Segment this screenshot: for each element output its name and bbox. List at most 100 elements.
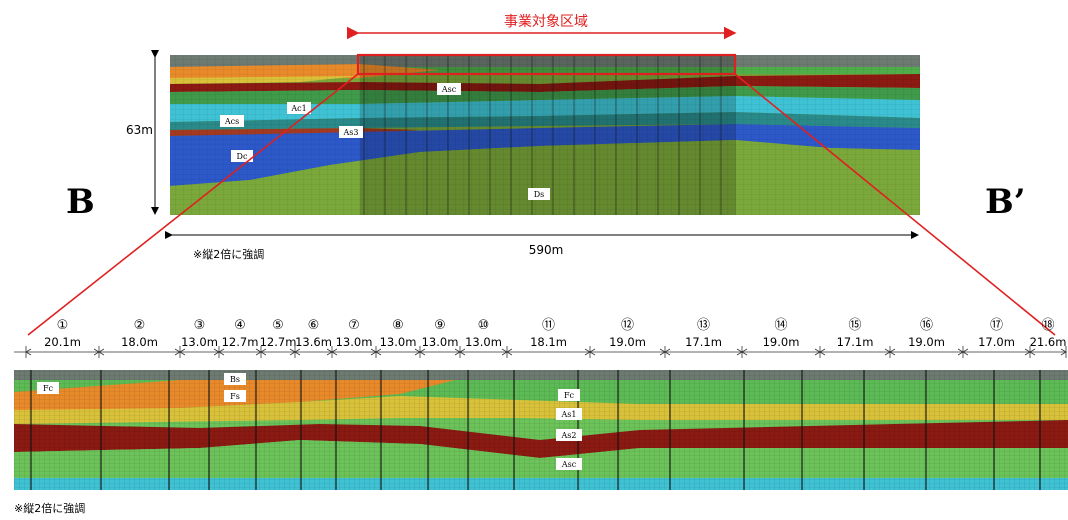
zoom-line-right — [734, 73, 1056, 336]
segment-tick — [294, 348, 301, 356]
segment-tick — [331, 348, 338, 356]
segment-length: 17.1m — [685, 335, 722, 349]
segment-5: ⑤ 12.7m — [260, 318, 297, 358]
segment-tick — [459, 348, 466, 356]
segment-13: ⑬ 17.1m — [664, 318, 743, 358]
segment-tick — [25, 348, 32, 356]
layer-tag-as3: As3 — [343, 128, 359, 137]
segment-length: 12.7m — [260, 335, 297, 349]
segment-length: 13.0m — [336, 335, 373, 349]
segment-12: ⑫ 19.0m — [589, 318, 666, 358]
top-section: 事業対象区域 — [27, 14, 1056, 336]
layer-tag-as1: As1 — [561, 410, 577, 419]
layer-tag-dc: Dc — [237, 152, 248, 161]
segment-8: ⑧ 13.0m — [375, 318, 421, 358]
segment-length: 19.0m — [609, 335, 646, 349]
top-column-lines — [363, 55, 722, 215]
zoom-line-left — [27, 73, 359, 336]
segment-length: 17.0m — [978, 335, 1015, 349]
segment-10: ⑩ 13.0m — [459, 318, 508, 358]
segment-length: 12.7m — [222, 335, 259, 349]
segment-tick — [375, 348, 382, 356]
layer-tag-as2: As2 — [561, 431, 577, 440]
segment-17: ⑰ 17.0m — [962, 318, 1031, 358]
segment-length: 17.1m — [837, 335, 874, 349]
segment-length: 13.0m — [422, 335, 459, 349]
segment-tick — [98, 348, 105, 356]
segment-length: 13.0m — [465, 335, 502, 349]
segment-number: ③ — [194, 318, 206, 333]
segment-tick — [589, 348, 596, 356]
segment-15: ⑮ 17.1m — [819, 318, 891, 358]
segment-tick — [419, 348, 426, 356]
segment-number: ⑭ — [774, 318, 787, 333]
segment-number: ⑰ — [990, 318, 1003, 333]
segment-length: 21.6m — [1030, 335, 1067, 349]
bottom-layers — [14, 370, 1068, 490]
segment-4: ④ 12.7m — [218, 318, 262, 358]
segment-3: ③ 13.0m — [179, 318, 220, 358]
bottom-layer-tags: Fc Bs Fs Fc As1 As2 Asc — [37, 373, 582, 470]
segment-tick — [260, 348, 267, 356]
layer-tag-asc-bottom: Asc — [561, 460, 577, 469]
segment-number: ⑦ — [348, 318, 360, 333]
segment-9: ⑨ 13.0m — [419, 318, 461, 358]
segment-tick — [218, 348, 225, 356]
layer-tag-fc-left: Fc — [43, 384, 54, 393]
bottom-note: ※縦2倍に強調 — [14, 501, 85, 515]
segment-number: ⑫ — [621, 318, 634, 333]
segment-11: ⑪ 18.1m — [506, 318, 591, 358]
segment-length: 19.0m — [763, 335, 800, 349]
segment-14: ⑭ 19.0m — [741, 318, 821, 358]
layer-tag-bs: Bs — [230, 375, 240, 384]
segment-number: ⑮ — [848, 318, 861, 333]
segment-tick — [1029, 348, 1036, 356]
layer-tag-acs: Acs — [224, 117, 239, 126]
segment-number: ⑥ — [308, 318, 320, 333]
segment-number: ⑬ — [697, 318, 710, 333]
bottom-section: Fc Bs Fs Fc As1 As2 Asc ※縦2倍に強調 — [14, 370, 1068, 515]
width-label: 590m — [529, 243, 564, 257]
segment-tick — [819, 348, 826, 356]
layer-tag-asc: Asc — [441, 85, 457, 94]
zone-label: 事業対象区域 — [504, 14, 588, 30]
segment-length: 19.0m — [908, 335, 945, 349]
segment-length: 18.0m — [121, 335, 158, 349]
segment-tick — [506, 348, 513, 356]
segment-18: ⑱ 21.6m — [1029, 318, 1067, 358]
segment-tick — [664, 348, 671, 356]
segment-number: ④ — [234, 318, 246, 333]
top-layer-tags: Asc Ac1 Acs As3 Dc Ds — [220, 83, 550, 200]
segment-tick — [962, 348, 969, 356]
segment-tick — [179, 348, 186, 356]
section-label-b-prime: B’ — [985, 182, 1026, 222]
segment-number: ⑧ — [392, 318, 404, 333]
segment-number: ② — [134, 318, 146, 333]
segment-ruler: ① 20.1m ② 18.0m ③ 13.0m ④ 12.7m ⑤ 12.7m ⑥ 13.6m ⑦ 13.… — [14, 318, 1067, 358]
segment-2: ② 18.0m — [98, 318, 181, 358]
segment-length: 13.0m — [181, 335, 218, 349]
bottom-column-lines — [30, 370, 1041, 490]
segment-length: 18.1m — [530, 335, 567, 349]
zone-box — [356, 53, 737, 76]
segment-number: ① — [57, 318, 69, 333]
layer-tag-fc: Fc — [564, 391, 575, 400]
segment-6: ⑥ 13.6m — [294, 318, 333, 358]
segment-tick — [889, 348, 896, 356]
height-label: 63m — [126, 123, 153, 137]
segment-length: 13.6m — [295, 335, 332, 349]
segment-number: ⑩ — [478, 318, 490, 333]
top-note: ※縦2倍に強調 — [193, 247, 264, 261]
segment-tick — [741, 348, 748, 356]
segment-number: ⑱ — [1041, 318, 1054, 333]
layer-tag-ds: Ds — [534, 190, 545, 199]
segment-number: ⑪ — [542, 318, 555, 333]
segment-length: 20.1m — [44, 335, 81, 349]
segment-number: ⑯ — [920, 318, 933, 333]
layer-tag-ac1: Ac1 — [290, 104, 306, 113]
segment-number: ⑨ — [434, 318, 446, 333]
segment-length: 13.0m — [380, 335, 417, 349]
segment-number: ⑤ — [272, 318, 284, 333]
section-label-b: B — [66, 182, 95, 222]
